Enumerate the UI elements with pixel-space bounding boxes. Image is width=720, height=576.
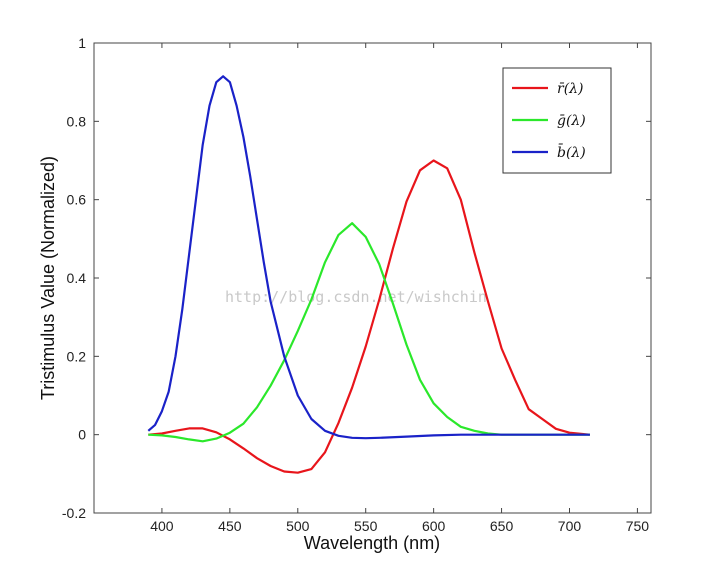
y-tick-label: 0.4 <box>67 270 87 286</box>
legend-entry-label: b̄(λ) <box>557 143 586 161</box>
x-tick-label: 750 <box>626 518 650 534</box>
legend-entry-label: r̄(λ) <box>557 81 584 97</box>
legend: r̄(λ) ḡ(λ) b̄(λ) <box>502 67 612 174</box>
y-tick-label: 0.2 <box>67 348 87 364</box>
y-tick-label: 0.6 <box>67 192 87 208</box>
watermark-text: http://blog.csdn.net/wishchin <box>225 288 487 306</box>
x-tick-label: 450 <box>218 518 242 534</box>
y-tick-label: 0 <box>78 427 86 443</box>
x-tick-label: 700 <box>558 518 582 534</box>
x-axis-ticks: 400 450 500 550 600 650 700 750 <box>150 43 649 534</box>
y-axis-label: Tristimulus Value (Normalized) <box>38 156 58 400</box>
x-tick-label: 550 <box>354 518 378 534</box>
x-tick-label: 500 <box>286 518 310 534</box>
x-tick-label: 650 <box>490 518 514 534</box>
series-line-0 <box>148 159 591 474</box>
x-tick-label: 400 <box>150 518 174 534</box>
y-tick-label: 0.8 <box>67 113 87 129</box>
x-axis-label: Wavelength (nm) <box>304 533 440 553</box>
legend-entry-label: ḡ(λ) <box>557 113 586 129</box>
y-axis-ticks: -0.2 0 0.2 0.4 0.6 0.8 1 <box>62 35 651 521</box>
y-tick-label: 1 <box>78 35 86 51</box>
x-tick-label: 600 <box>422 518 446 534</box>
series-line-2 <box>147 75 590 440</box>
y-tick-label: -0.2 <box>62 505 86 521</box>
series-lines <box>147 75 591 474</box>
